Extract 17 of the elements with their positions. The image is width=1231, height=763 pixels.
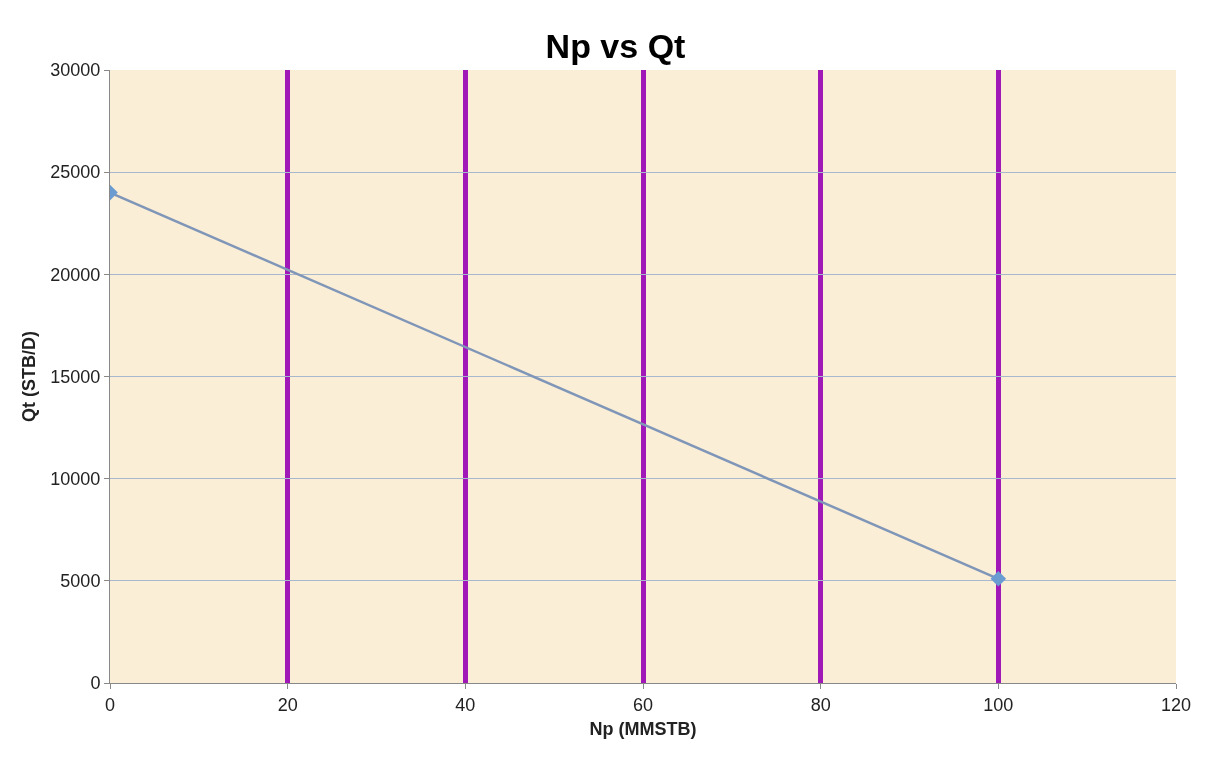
- x-tick-label: 80: [810, 694, 831, 715]
- y-tick-label: 5000: [60, 571, 101, 592]
- x-tick-label: 120: [1160, 694, 1192, 715]
- x-axis-title: Np (MMSTB): [589, 718, 697, 739]
- y-tick-label: 20000: [50, 264, 101, 285]
- y-axis-title: Qt (STB/D): [18, 331, 39, 422]
- x-tick-label: 40: [455, 694, 476, 715]
- y-tick-label: 0: [90, 673, 101, 694]
- y-tick-label: 10000: [50, 468, 101, 489]
- y-tick-label: 15000: [50, 366, 101, 387]
- y-tick-label: 25000: [50, 162, 101, 183]
- x-tick-label: 60: [632, 694, 654, 715]
- x-tick-label: 0: [104, 694, 116, 715]
- y-tick-label: 30000: [50, 60, 101, 81]
- x-tick-label: 100: [983, 694, 1014, 715]
- chart-title: Np vs Qt: [545, 27, 686, 66]
- x-tick-label: 20: [277, 694, 298, 715]
